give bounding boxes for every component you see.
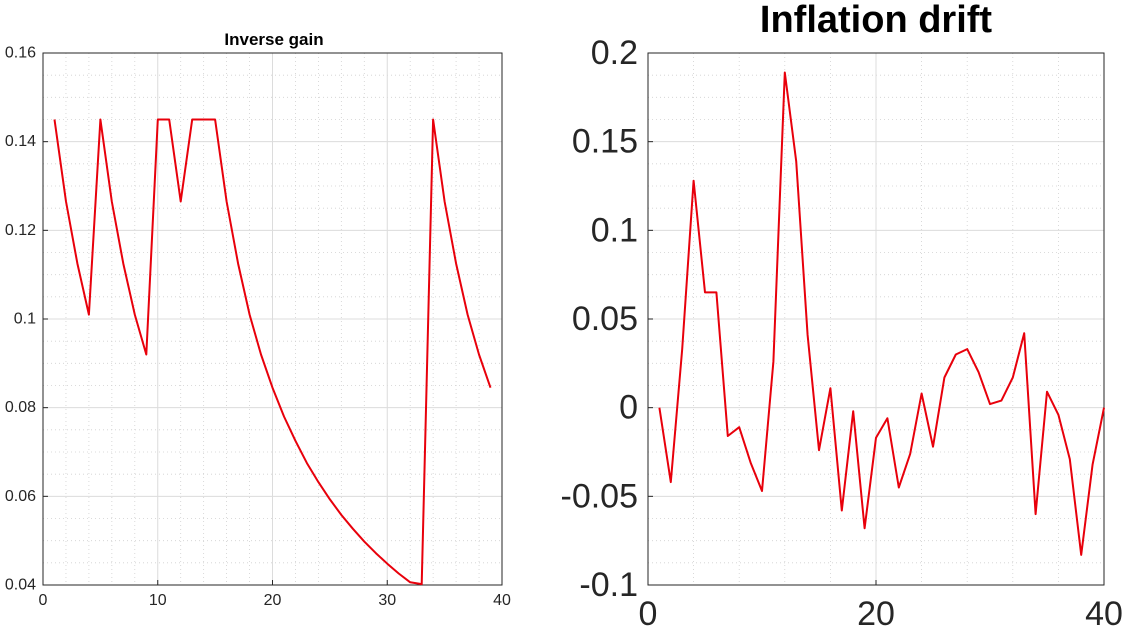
chart-inflation-drift: 0 20 40 -0.1 -0.05 0 0.05 0.1 0.15 0.2 Inflation d… xyxy=(561,0,1123,633)
y-tick-label: -0.1 xyxy=(579,566,638,604)
chart-title: Inflation drift xyxy=(760,0,993,41)
y-tick-label: 0.06 xyxy=(5,488,36,505)
y-tick-label: 0.15 xyxy=(572,123,638,161)
y-tick-label: 0.12 xyxy=(5,222,36,239)
x-tick-label: 0 xyxy=(39,592,48,609)
series-line xyxy=(53,118,492,586)
y-tick-label: -0.05 xyxy=(561,477,639,515)
y-tick-label: 0.16 xyxy=(5,45,36,62)
y-tick-label: 0.1 xyxy=(591,211,638,249)
y-tick-label: 0.1 xyxy=(14,311,36,328)
chart-title: Inverse gain xyxy=(224,30,323,49)
y-tick-label: 0.2 xyxy=(591,34,638,72)
y-tick-label: 0.04 xyxy=(5,577,36,594)
x-tick-label: 20 xyxy=(264,592,282,609)
x-tick-label: 0 xyxy=(639,595,658,633)
x-tick-label: 30 xyxy=(378,592,396,609)
y-tick-label: 0 xyxy=(619,389,638,427)
series-line xyxy=(658,71,1105,556)
x-tick-label: 10 xyxy=(149,592,167,609)
y-tick-label: 0.08 xyxy=(5,399,36,416)
y-tick-label: 0.05 xyxy=(572,300,638,338)
x-tick-label: 40 xyxy=(493,592,511,609)
chart-inverse-gain: 0 10 20 30 40 0.04 0.06 0.08 0.1 0.12 0.14 0.16 Inve… xyxy=(5,30,511,609)
y-tick-label: 0.14 xyxy=(5,133,36,150)
x-tick-label: 40 xyxy=(1085,595,1123,633)
x-tick-label: 20 xyxy=(857,595,895,633)
